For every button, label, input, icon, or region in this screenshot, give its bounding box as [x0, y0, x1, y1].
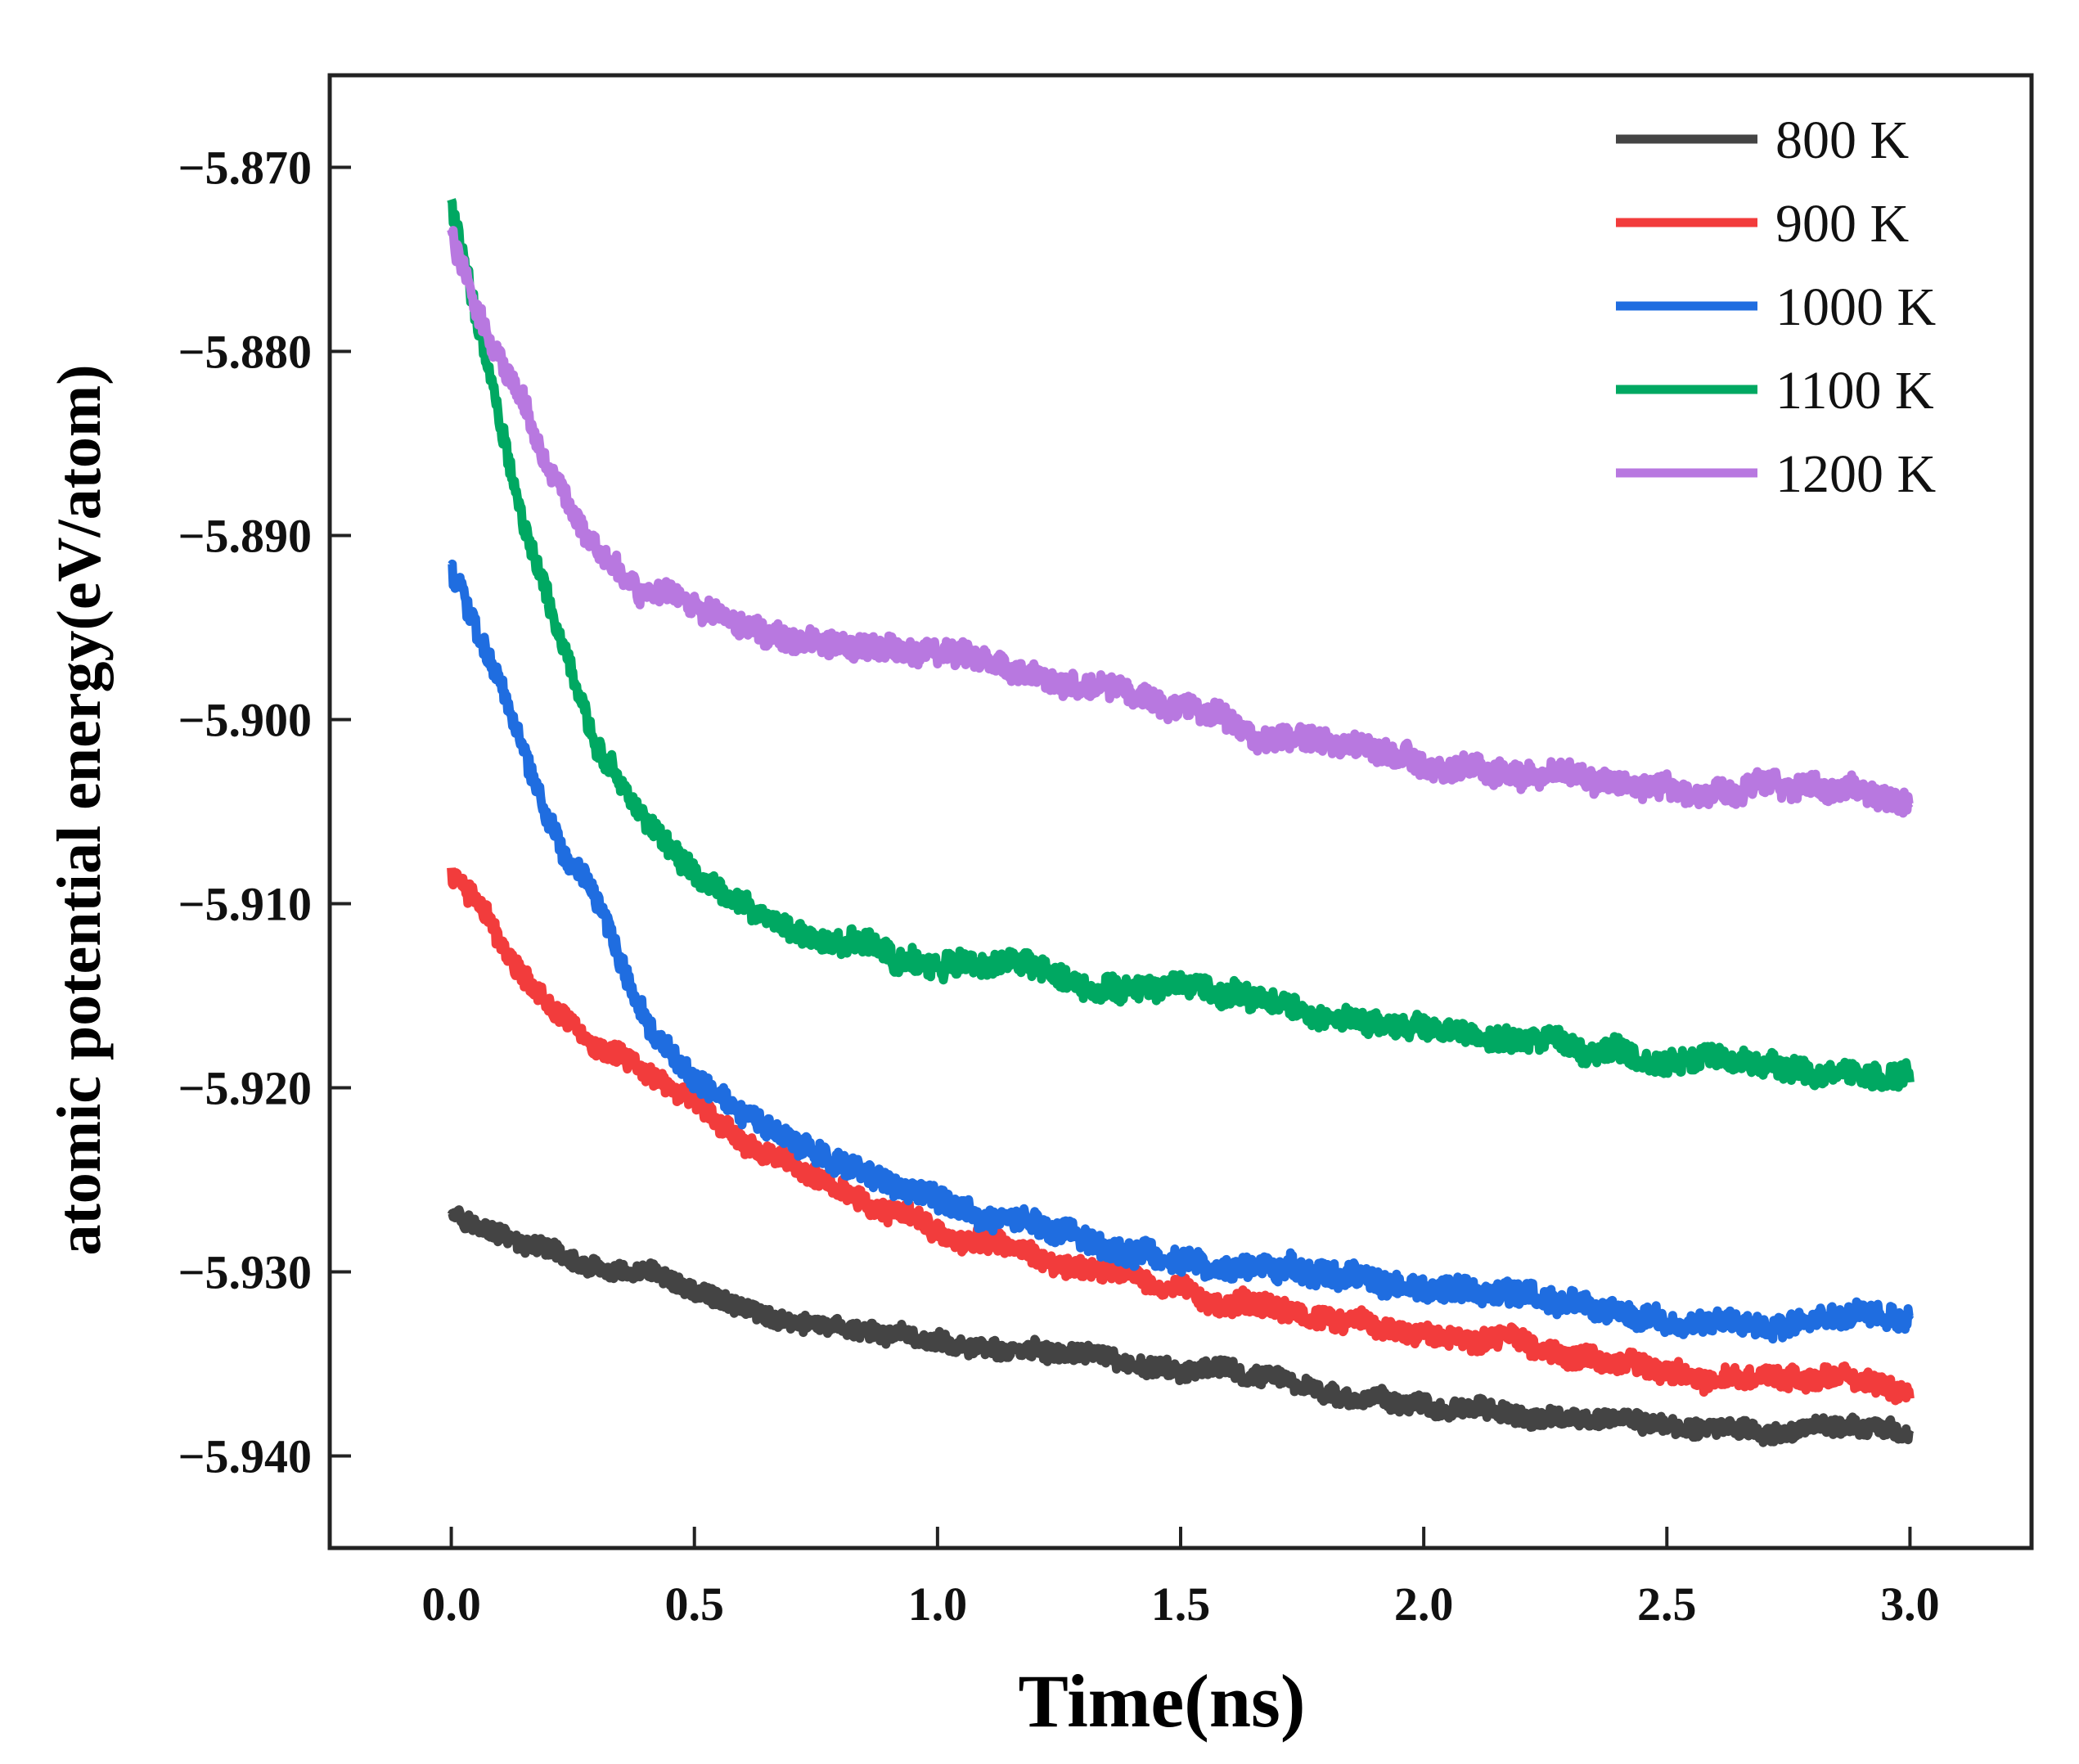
y-axis-ticks: −5.870 −5.880 −5.890 −5.900 −5.910 −5.920 −5.9… — [178, 142, 351, 1483]
x-tick-label: 2.5 — [1637, 1577, 1697, 1631]
x-tick-label: 1.5 — [1151, 1577, 1211, 1631]
legend-label: 800 K — [1775, 110, 1909, 170]
x-axis-ticks: 0.0 0.5 1.0 1.5 2.0 2.5 3.0 — [421, 1527, 1940, 1631]
y-tick-label: −5.910 — [178, 878, 312, 931]
y-axis-title: atomic potential energy(eV/atom) — [45, 364, 114, 1255]
series-line-1100-k — [447, 198, 1915, 1092]
y-tick-label: −5.880 — [178, 326, 312, 379]
x-tick-label: 0.0 — [421, 1577, 481, 1631]
x-tick-label: 2.0 — [1394, 1577, 1454, 1631]
legend: 800 K 900 K 1000 K 1100 K 1200 K — [1616, 110, 1936, 504]
series-line-1200-k — [447, 226, 1914, 818]
y-tick-label: −5.870 — [178, 142, 312, 195]
y-tick-label: −5.890 — [178, 510, 312, 563]
series-line-1000-k — [448, 559, 1915, 1344]
series-lines — [447, 198, 1915, 1447]
legend-label: 1200 K — [1775, 444, 1936, 504]
x-tick-label: 0.5 — [664, 1577, 724, 1631]
y-tick-label: −5.930 — [178, 1246, 312, 1299]
legend-label: 900 K — [1775, 194, 1909, 254]
x-axis-title: Time(ns) — [1019, 1659, 1306, 1743]
y-tick-label: −5.940 — [178, 1430, 312, 1483]
y-tick-label: −5.900 — [178, 694, 312, 747]
series-line-800-k — [447, 1205, 1915, 1447]
y-tick-label: −5.920 — [178, 1062, 312, 1115]
legend-label: 1100 K — [1775, 361, 1934, 421]
legend-label: 1000 K — [1775, 277, 1936, 337]
x-tick-label: 1.0 — [908, 1577, 968, 1631]
x-tick-label: 3.0 — [1880, 1577, 1940, 1631]
